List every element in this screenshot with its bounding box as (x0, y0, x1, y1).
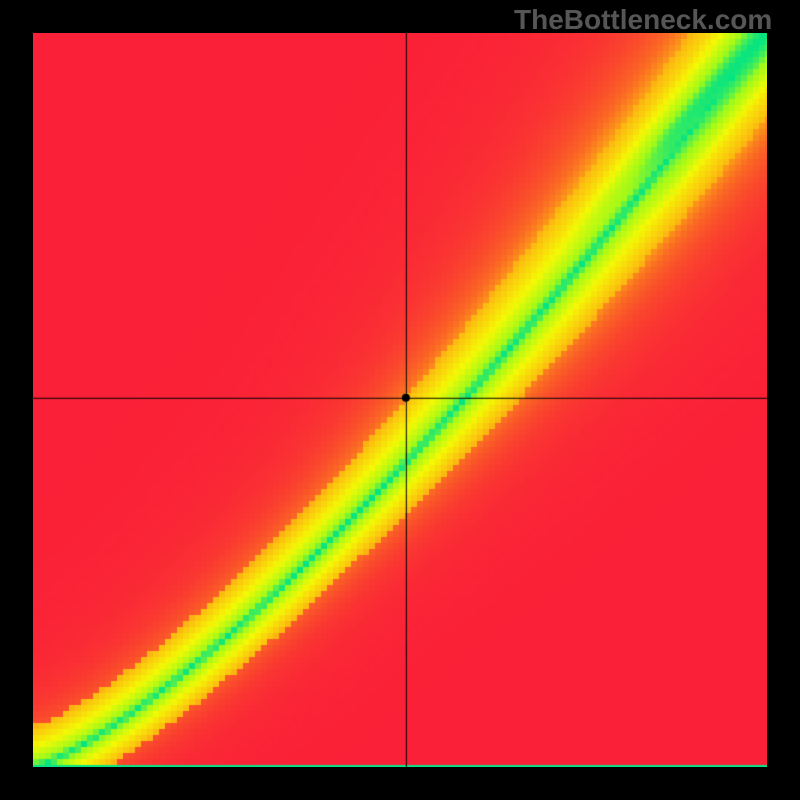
bottleneck-heatmap (33, 33, 767, 767)
border-left (0, 0, 33, 800)
border-bottom (0, 767, 800, 800)
watermark-text: TheBottleneck.com (514, 4, 772, 36)
border-right (767, 0, 800, 800)
